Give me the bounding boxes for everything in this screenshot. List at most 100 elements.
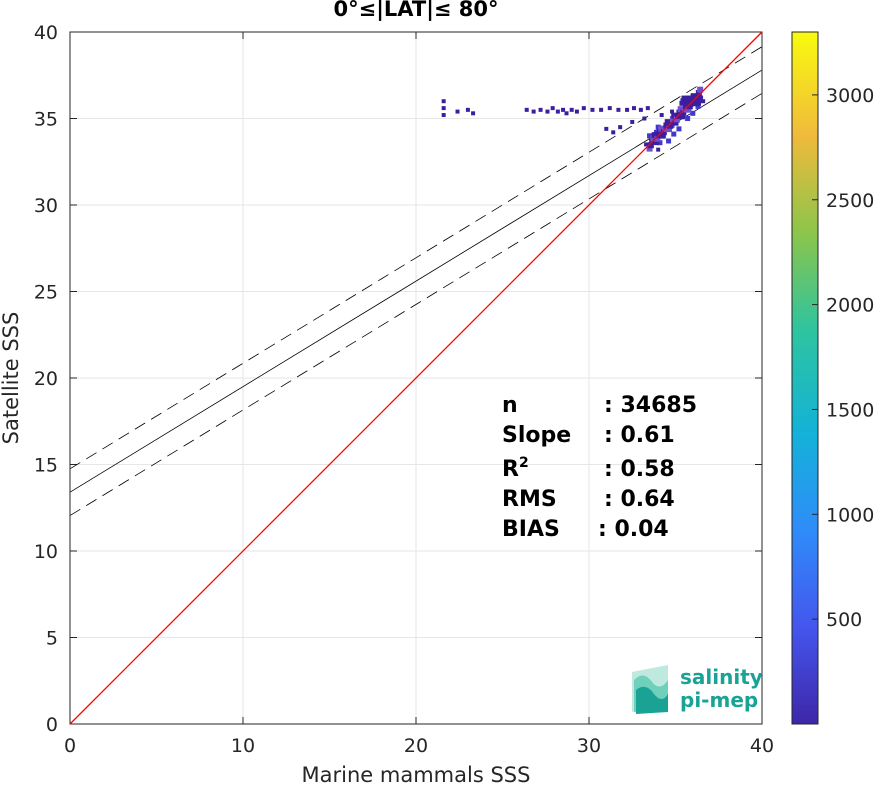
x-tick-label: 30 — [577, 735, 601, 757]
density-point — [659, 132, 666, 139]
density-point — [656, 147, 661, 152]
y-tick-label: 0 — [46, 714, 58, 736]
density-point — [646, 145, 653, 152]
density-point — [666, 138, 672, 144]
density-point — [441, 99, 446, 104]
density-point — [441, 106, 446, 111]
density-point — [685, 116, 691, 121]
density-point — [701, 99, 706, 104]
chart-title: 0°≤|LAT|≤ 80° — [333, 0, 498, 22]
density-point — [685, 100, 692, 106]
colorbar-tick-label: 2500 — [826, 190, 874, 212]
density-point — [692, 98, 699, 104]
density-point — [685, 106, 692, 113]
stat-label: R2 — [502, 455, 529, 482]
y-tick-label: 10 — [34, 541, 58, 563]
density-point — [630, 119, 635, 124]
density-point — [465, 107, 470, 112]
density-point — [690, 95, 697, 101]
density-point — [647, 142, 654, 149]
fit-lower-band — [69, 93, 763, 516]
x-tick-label: 40 — [750, 735, 774, 757]
density-point — [611, 130, 616, 135]
density-point — [651, 132, 658, 139]
colorbar — [791, 31, 819, 725]
density-point — [684, 95, 691, 101]
density-point — [670, 109, 675, 114]
stat-label: n — [502, 393, 518, 418]
density-point — [697, 86, 704, 93]
density-point — [656, 128, 663, 135]
density-point — [658, 125, 665, 132]
density-point — [693, 95, 700, 101]
colorbar-tick-label: 1500 — [826, 399, 874, 421]
colorbar-tick-label: 2000 — [826, 295, 874, 317]
logo-line1: salinity — [680, 665, 763, 689]
y-axis-label: Satellite SSS — [0, 312, 23, 445]
density-point — [471, 111, 476, 116]
density-point — [638, 107, 643, 112]
density-point — [671, 131, 677, 137]
colorbar-tick-labels: 500 1000 1500 2000 2500 3000 — [812, 85, 874, 631]
y-tick-label: 20 — [34, 368, 58, 390]
density-point — [690, 110, 696, 116]
density-point — [653, 139, 660, 146]
density-point — [680, 98, 687, 104]
density-point — [574, 109, 579, 114]
density-points — [441, 86, 706, 152]
y-tick-label: 25 — [34, 282, 58, 304]
stat-value: : 34685 — [604, 393, 697, 418]
stat-value: : 0.61 — [604, 423, 675, 448]
fit-upper-band — [69, 46, 763, 470]
density-point — [569, 107, 574, 112]
density-point — [660, 129, 667, 136]
colorbar-tick-label: 3000 — [826, 85, 874, 107]
stat-label: RMS — [502, 487, 557, 512]
density-point — [695, 90, 702, 97]
density-point — [671, 112, 678, 119]
density-point — [642, 116, 647, 121]
y-tick-labels: 0 5 10 15 20 25 30 35 40 — [34, 22, 58, 736]
wave-icon — [632, 665, 668, 714]
density-point — [680, 109, 687, 116]
density-point — [667, 122, 674, 129]
y-tick-label: 15 — [34, 455, 58, 477]
density-point — [694, 100, 701, 106]
density-point — [607, 106, 612, 111]
density-point — [683, 98, 690, 104]
x-tick-label: 10 — [231, 735, 255, 757]
density-point — [564, 111, 569, 116]
density-point — [659, 113, 664, 118]
density-point — [647, 133, 653, 139]
density-point — [664, 119, 671, 126]
density-point — [531, 109, 536, 114]
density-point — [669, 116, 676, 123]
x-tick-labels: 0 10 20 30 40 — [64, 735, 774, 757]
density-point — [631, 106, 636, 111]
density-point — [561, 107, 566, 112]
density-point — [581, 106, 586, 111]
density-point — [655, 124, 661, 130]
density-point — [545, 109, 550, 114]
stat-label: BIAS — [502, 517, 560, 542]
logo-line2: pi-mep — [680, 688, 758, 712]
density-point — [538, 107, 543, 112]
density-point — [676, 109, 683, 116]
density-point — [672, 119, 679, 126]
density-point — [550, 106, 555, 111]
density-point — [679, 100, 686, 106]
stats-box: n: 34685 Slope: 0.61 R2: 0.58 RMS: 0.64 BIAS… — [502, 393, 697, 542]
x-tick-label: 20 — [404, 735, 428, 757]
x-axis-label: Marine mammals SSS — [302, 763, 531, 786]
density-point — [650, 135, 657, 142]
density-point — [616, 107, 621, 112]
density-point — [441, 113, 446, 118]
density-point — [663, 122, 670, 129]
density-point — [455, 109, 460, 114]
fit-line — [69, 69, 763, 493]
y-tick-label: 35 — [34, 109, 58, 131]
stat-value: : 0.64 — [604, 487, 675, 512]
density-point — [599, 107, 604, 112]
density-point — [696, 98, 703, 104]
salinity-logo: salinity pi-mep — [632, 665, 763, 714]
